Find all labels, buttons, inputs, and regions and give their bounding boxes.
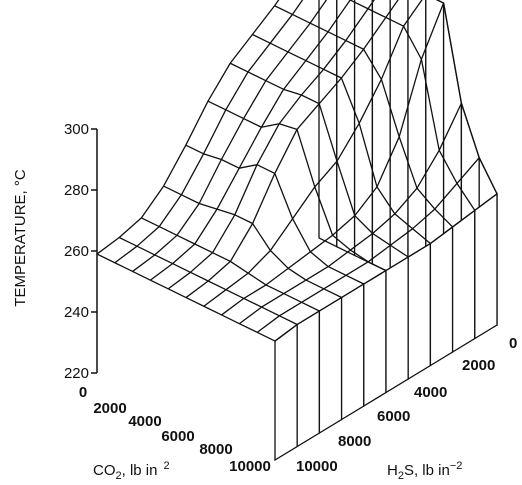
surface-mesh — [96, 0, 498, 342]
side-wall-panel — [363, 269, 387, 408]
surface-line-co2 — [96, 0, 280, 255]
surface-line-h2s — [118, 236, 298, 326]
side-wall-panel — [340, 282, 365, 421]
surface-line-h2s — [141, 217, 320, 312]
y-tick-label: 2000 — [462, 357, 495, 374]
y-tick-label: 6000 — [377, 408, 410, 425]
side-wall-panel — [407, 242, 432, 381]
y-tick-label: 10000 — [296, 458, 338, 475]
front-wall-panel — [336, 0, 356, 257]
surface-line-h2s — [348, 0, 476, 211]
z-tick-label: 260 — [64, 243, 89, 260]
x-tick-label: 10000 — [229, 458, 271, 475]
front-wall-panel — [318, 0, 338, 248]
surface-line-h2s — [252, 33, 431, 244]
z-tick-label: 280 — [64, 182, 89, 199]
vertical-axis — [91, 128, 98, 374]
x-tick-labels: 0 2000 4000 6000 8000 10000 — [79, 384, 271, 475]
x-tick-label: 2000 — [93, 400, 126, 417]
z-axis-label: TEMPERATURE, °C — [12, 169, 29, 307]
surface-line-co2 — [114, 0, 304, 264]
surface-line-h2s — [185, 144, 365, 285]
surface-line-h2s — [435, 0, 498, 195]
surface-line-h2s — [96, 253, 276, 342]
x-tick-label: 8000 — [199, 441, 232, 458]
side-wall-panel — [274, 323, 298, 462]
side-wall-panel — [474, 192, 498, 340]
y-tick-labels: 0 2000 4000 6000 8000 10000 — [296, 335, 517, 475]
side-wall-panel — [451, 209, 476, 354]
y-axis-label: H2S, lb in−2 — [387, 460, 462, 482]
x-axis-label: CO2, lb in 2 — [93, 460, 170, 482]
side-wall-panel — [385, 255, 409, 394]
x-tick-label: 6000 — [161, 428, 194, 445]
x-tick-label: 0 — [79, 384, 87, 401]
side-wall-panel — [318, 296, 343, 435]
side-wall-panel — [429, 225, 454, 367]
y-tick-label: 4000 — [414, 384, 447, 401]
z-tick-label: 220 — [64, 365, 89, 382]
z-tick-label: 300 — [64, 121, 89, 138]
surface-line-h2s — [163, 185, 342, 299]
z-tick-label: 240 — [64, 304, 89, 321]
front-wall-panel — [407, 0, 427, 292]
z-tick-labels: 300 280 260 240 220 — [64, 121, 89, 382]
side-wall-panel — [296, 309, 321, 448]
surface-line-h2s — [274, 5, 454, 228]
surface-line-h2s — [207, 100, 387, 272]
x-tick-label: 4000 — [128, 413, 161, 430]
surface-line-h2s — [229, 62, 409, 258]
y-tick-label: 0 — [509, 335, 517, 352]
y-tick-label: 8000 — [338, 433, 371, 450]
